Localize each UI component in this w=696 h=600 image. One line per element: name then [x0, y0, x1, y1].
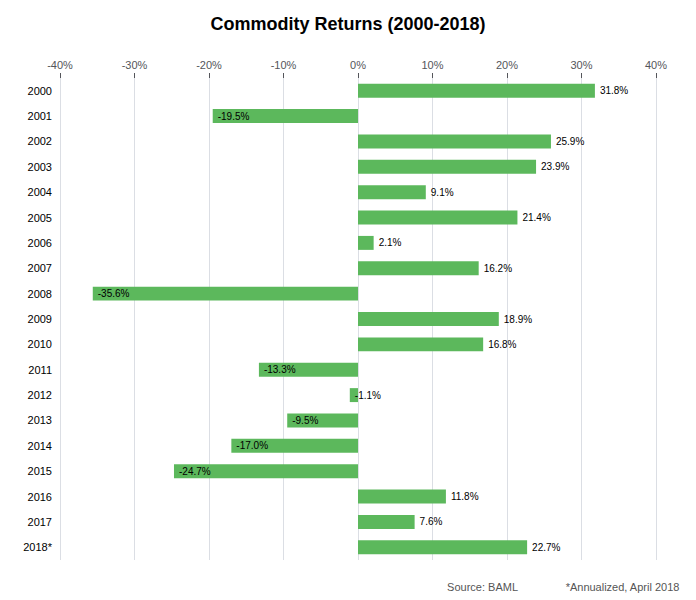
- svg-text:Commodity Returns (2000-2018): Commodity Returns (2000-2018): [210, 14, 485, 34]
- svg-text:-24.7%: -24.7%: [179, 466, 211, 477]
- svg-text:2001: 2001: [28, 110, 52, 122]
- svg-text:-1.1%: -1.1%: [355, 390, 381, 401]
- svg-text:22.7%: 22.7%: [532, 542, 560, 553]
- svg-text:2011: 2011: [28, 364, 52, 376]
- svg-text:2000: 2000: [28, 85, 52, 97]
- svg-text:2015: 2015: [28, 465, 52, 477]
- svg-text:25.9%: 25.9%: [556, 136, 584, 147]
- svg-text:0%: 0%: [350, 59, 366, 71]
- svg-text:-13.3%: -13.3%: [264, 364, 296, 375]
- svg-text:2008: 2008: [28, 288, 52, 300]
- svg-text:7.6%: 7.6%: [420, 516, 443, 527]
- svg-text:2002: 2002: [28, 135, 52, 147]
- svg-text:2003: 2003: [28, 161, 52, 173]
- svg-text:40%: 40%: [645, 59, 667, 71]
- svg-text:11.8%: 11.8%: [451, 491, 479, 502]
- svg-text:23.9%: 23.9%: [541, 161, 569, 172]
- svg-text:2005: 2005: [28, 212, 52, 224]
- svg-text:2012: 2012: [28, 389, 52, 401]
- svg-text:2017: 2017: [28, 516, 52, 528]
- svg-text:9.1%: 9.1%: [431, 187, 454, 198]
- svg-text:-10%: -10%: [271, 59, 297, 71]
- svg-text:Source: BAML: Source: BAML: [447, 581, 518, 593]
- svg-text:16.8%: 16.8%: [488, 339, 516, 350]
- svg-text:-17.0%: -17.0%: [236, 440, 268, 451]
- svg-text:-40%: -40%: [47, 59, 73, 71]
- svg-text:2013: 2013: [28, 414, 52, 426]
- svg-text:2009: 2009: [28, 313, 52, 325]
- svg-text:2018*: 2018*: [23, 541, 52, 553]
- svg-text:-20%: -20%: [196, 59, 222, 71]
- svg-text:21.4%: 21.4%: [522, 212, 550, 223]
- svg-text:2004: 2004: [28, 186, 52, 198]
- svg-text:*Annualized, April 2018: *Annualized, April 2018: [566, 581, 680, 593]
- svg-text:-35.6%: -35.6%: [98, 288, 130, 299]
- svg-text:2010: 2010: [28, 338, 52, 350]
- svg-text:2014: 2014: [28, 440, 52, 452]
- svg-text:2.1%: 2.1%: [379, 237, 402, 248]
- svg-text:-30%: -30%: [122, 59, 148, 71]
- svg-text:2016: 2016: [28, 491, 52, 503]
- svg-text:10%: 10%: [421, 59, 443, 71]
- svg-text:31.8%: 31.8%: [600, 85, 628, 96]
- svg-text:-19.5%: -19.5%: [218, 111, 250, 122]
- svg-text:2007: 2007: [28, 262, 52, 274]
- svg-text:18.9%: 18.9%: [504, 314, 532, 325]
- svg-text:-9.5%: -9.5%: [292, 415, 318, 426]
- svg-text:16.2%: 16.2%: [484, 263, 512, 274]
- svg-text:30%: 30%: [570, 59, 592, 71]
- svg-text:2006: 2006: [28, 237, 52, 249]
- svg-text:20%: 20%: [496, 59, 518, 71]
